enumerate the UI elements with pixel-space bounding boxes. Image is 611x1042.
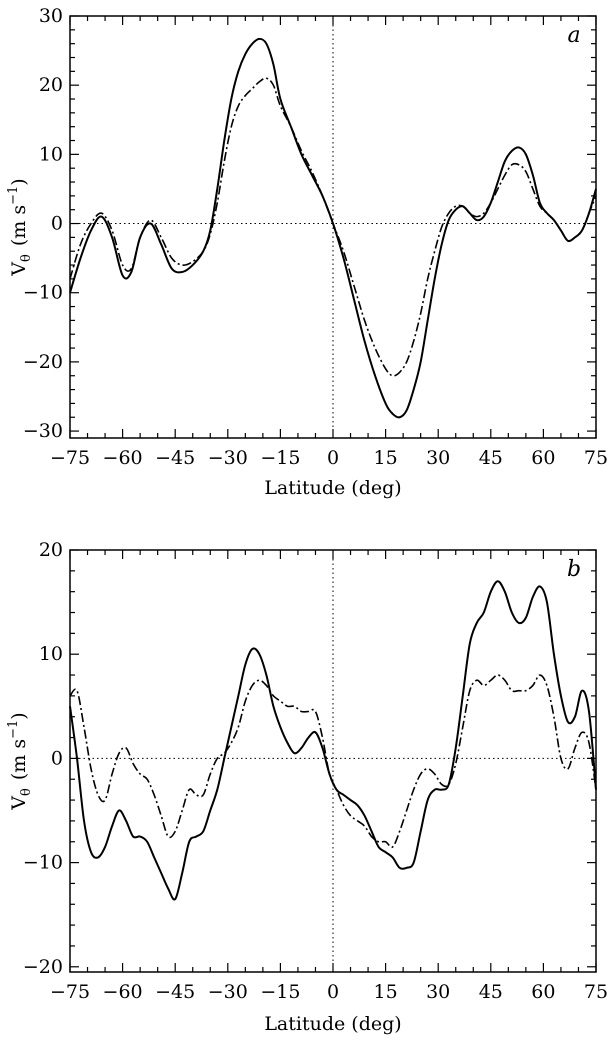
x-tick-label: 15: [374, 981, 398, 1003]
x-axis-title: Latitude (deg): [264, 1013, 401, 1035]
y-label-units: (m s: [8, 205, 30, 246]
y-label-close: ): [8, 178, 30, 185]
x-tick-label: 75: [584, 447, 608, 469]
y-tick-label: −20: [23, 956, 63, 978]
x-axis-title: Latitude (deg): [264, 477, 401, 499]
x-tick-label: 60: [531, 981, 555, 1003]
tick-marks: [69, 549, 597, 972]
x-tick-label: −75: [50, 447, 90, 469]
y-tick-labels: −20 −10 0 10 20: [23, 539, 63, 978]
panel-a: −75 −60 −45 −30 −15 0 15 30 45 60 75 −30 −20 −10 0 10 2…: [6, 5, 608, 499]
panel-label: b: [567, 557, 581, 582]
x-tick-label: −45: [155, 447, 195, 469]
x-tick-label: 30: [426, 981, 450, 1003]
x-tick-label: 0: [327, 981, 339, 1003]
tick-marks: [69, 15, 597, 438]
x-tick-label: −45: [155, 981, 195, 1003]
y-label-exp: −1: [6, 720, 21, 739]
series-dashdot-line: [69, 77, 597, 377]
x-tick-label: 15: [374, 447, 398, 469]
y-tick-label: 10: [39, 143, 63, 165]
x-tick-label: 60: [531, 447, 555, 469]
y-tick-label: 30: [39, 5, 63, 27]
y-tick-label: 10: [39, 643, 63, 665]
x-tick-label: 30: [426, 447, 450, 469]
y-tick-label: 0: [51, 747, 63, 769]
x-tick-label: −30: [208, 447, 248, 469]
x-tick-label: −15: [260, 447, 300, 469]
y-label-close: ): [8, 712, 30, 719]
series-dashdot-line: [69, 674, 597, 849]
y-tick-labels: −30 −20 −10 0 10 20 30: [23, 5, 63, 442]
y-label-units: (m s: [8, 739, 30, 780]
y-label-sub: θ: [19, 254, 34, 262]
x-tick-label: 45: [479, 981, 503, 1003]
x-tick-label: −75: [50, 981, 90, 1003]
x-tick-labels: −75 −60 −45 −30 −15 0 15 30 45 60 75: [50, 981, 608, 1003]
y-tick-label: −10: [23, 852, 63, 874]
y-label-main: V: [8, 262, 30, 277]
panel-label: a: [567, 23, 580, 48]
y-label-main: V: [8, 796, 30, 811]
y-label-sub: θ: [19, 788, 34, 796]
x-tick-label: −60: [103, 981, 143, 1003]
y-label-exp: −1: [6, 186, 21, 205]
y-tick-label: 0: [51, 213, 63, 235]
y-tick-label: 20: [39, 539, 63, 561]
y-tick-label: 20: [39, 74, 63, 96]
panel-b: −75 −60 −45 −30 −15 0 15 30 45 60 75 −20 −10 0 10 20 b…: [6, 539, 608, 1035]
x-tick-label: 0: [327, 447, 339, 469]
x-tick-labels: −75 −60 −45 −30 −15 0 15 30 45 60 75: [50, 447, 608, 469]
x-tick-label: −30: [208, 981, 248, 1003]
y-tick-label: −30: [23, 420, 63, 442]
x-tick-label: 45: [479, 447, 503, 469]
y-tick-label: −20: [23, 351, 63, 373]
x-tick-label: 75: [584, 981, 608, 1003]
x-tick-label: −15: [260, 981, 300, 1003]
y-tick-label: −10: [23, 282, 63, 304]
series-solid-line: [69, 37, 597, 419]
x-tick-label: −60: [103, 447, 143, 469]
y-axis-title: Vθ (m s−1): [6, 712, 34, 810]
y-axis-title: Vθ (m s−1): [6, 178, 34, 276]
